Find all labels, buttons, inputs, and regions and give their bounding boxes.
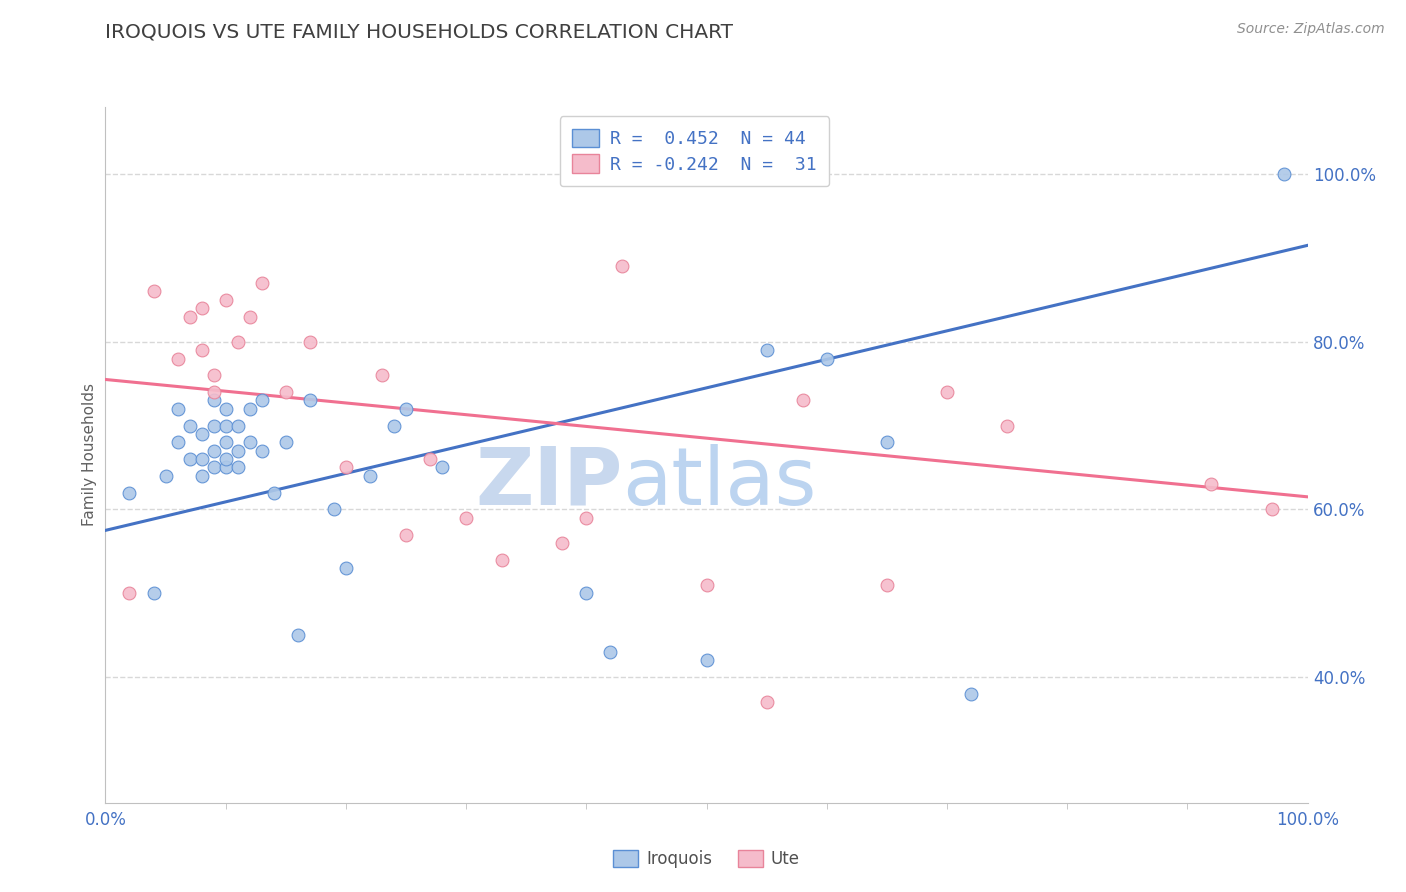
- Point: [190, 468, 212, 483]
- Point: [214, 460, 236, 475]
- Y-axis label: Family Households: Family Households: [82, 384, 97, 526]
- Point: [190, 427, 212, 442]
- Point: [166, 351, 188, 366]
- Point: [575, 586, 598, 600]
- Point: [226, 334, 249, 349]
- Point: [226, 418, 249, 433]
- Point: [166, 401, 188, 416]
- Point: [792, 393, 814, 408]
- Point: [190, 343, 212, 358]
- Point: [155, 468, 177, 483]
- Point: [1260, 502, 1282, 516]
- Point: [382, 418, 405, 433]
- Point: [876, 435, 898, 450]
- Point: [226, 443, 249, 458]
- Point: [1272, 167, 1295, 181]
- Text: IROQUOIS VS UTE FAMILY HOUSEHOLDS CORRELATION CHART: IROQUOIS VS UTE FAMILY HOUSEHOLDS CORREL…: [105, 22, 734, 41]
- Point: [142, 285, 165, 299]
- Point: [118, 586, 141, 600]
- Point: [202, 368, 225, 383]
- Point: [118, 485, 141, 500]
- Point: [239, 401, 262, 416]
- Text: ZIP: ZIP: [475, 443, 623, 522]
- Point: [755, 695, 778, 709]
- Point: [395, 527, 418, 541]
- Point: [142, 586, 165, 600]
- Point: [696, 653, 718, 667]
- Point: [214, 452, 236, 467]
- Point: [190, 301, 212, 316]
- Point: [599, 645, 621, 659]
- Point: [551, 536, 574, 550]
- Text: Source: ZipAtlas.com: Source: ZipAtlas.com: [1237, 22, 1385, 37]
- Point: [395, 401, 418, 416]
- Point: [419, 452, 441, 467]
- Point: [335, 561, 357, 575]
- Point: [1201, 477, 1223, 491]
- Point: [287, 628, 309, 642]
- Point: [202, 460, 225, 475]
- Point: [202, 443, 225, 458]
- Point: [454, 510, 477, 524]
- Point: [202, 418, 225, 433]
- Point: [190, 452, 212, 467]
- Point: [274, 435, 297, 450]
- Point: [815, 351, 838, 366]
- Point: [696, 578, 718, 592]
- Point: [612, 260, 634, 274]
- Point: [214, 401, 236, 416]
- Point: [936, 385, 959, 400]
- Point: [202, 393, 225, 408]
- Point: [179, 310, 201, 324]
- Point: [960, 687, 983, 701]
- Point: [430, 460, 453, 475]
- Point: [239, 435, 262, 450]
- Legend: Iroquois, Ute: Iroquois, Ute: [606, 843, 807, 874]
- Point: [995, 418, 1018, 433]
- Point: [322, 502, 344, 516]
- Text: atlas: atlas: [623, 443, 817, 522]
- Point: [298, 393, 321, 408]
- Point: [226, 460, 249, 475]
- Point: [202, 385, 225, 400]
- Point: [491, 552, 513, 566]
- Point: [755, 343, 778, 358]
- Point: [179, 418, 201, 433]
- Point: [214, 293, 236, 307]
- Point: [166, 435, 188, 450]
- Point: [298, 334, 321, 349]
- Point: [335, 460, 357, 475]
- Point: [239, 310, 262, 324]
- Point: [371, 368, 394, 383]
- Point: [214, 435, 236, 450]
- Point: [179, 452, 201, 467]
- Point: [250, 393, 273, 408]
- Point: [876, 578, 898, 592]
- Point: [359, 468, 381, 483]
- Point: [214, 418, 236, 433]
- Point: [575, 510, 598, 524]
- Point: [250, 276, 273, 290]
- Point: [250, 443, 273, 458]
- Point: [263, 485, 285, 500]
- Point: [274, 385, 297, 400]
